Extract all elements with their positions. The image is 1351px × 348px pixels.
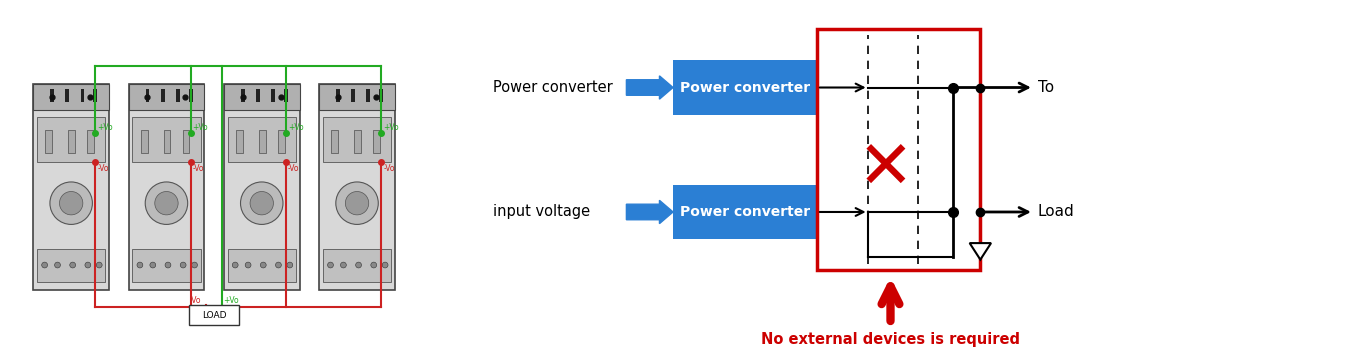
Bar [36,117,105,162]
Bar [319,84,394,110]
Text: Power converter: Power converter [680,205,811,219]
Circle shape [136,262,143,268]
Circle shape [165,262,170,268]
Bar [817,29,981,270]
Bar [319,84,394,290]
Bar [161,89,165,102]
Bar [351,89,355,102]
Bar [224,84,300,110]
Circle shape [85,262,91,268]
Circle shape [42,262,47,268]
Circle shape [50,182,92,224]
Bar [284,89,288,102]
Circle shape [70,262,76,268]
Text: LOAD: LOAD [201,310,227,319]
Text: +Vo: +Vo [193,123,208,132]
Bar [65,89,69,102]
Circle shape [180,262,186,268]
Bar [336,89,340,102]
Bar [323,117,392,162]
Text: -Vo: -Vo [189,296,201,306]
Bar [93,89,97,102]
Bar [380,89,384,102]
Circle shape [346,191,369,215]
Bar [132,248,200,282]
Text: +Vo: +Vo [223,296,239,306]
Circle shape [286,262,293,268]
Circle shape [96,262,103,268]
Bar [88,130,95,153]
Text: ✕: ✕ [858,136,913,202]
Bar [46,130,53,153]
Bar [255,89,259,102]
Bar [81,89,85,102]
Text: -Vo: -Vo [97,164,109,173]
FancyArrow shape [627,76,673,99]
Bar [50,89,54,102]
Bar [189,305,239,325]
Bar [673,60,817,115]
Circle shape [355,262,362,268]
Circle shape [145,182,188,224]
FancyArrow shape [627,200,673,224]
Circle shape [276,262,281,268]
Bar [240,89,245,102]
Bar [366,89,370,102]
Text: +Vo: +Vo [384,123,399,132]
Text: +Vo: +Vo [97,123,113,132]
Bar [132,117,200,162]
Bar [323,248,392,282]
Circle shape [261,262,266,268]
Bar [278,130,285,153]
Text: Power converter: Power converter [493,80,613,95]
Bar [146,89,150,102]
Text: -Vo: -Vo [288,164,300,173]
Circle shape [232,262,238,268]
Bar [189,89,193,102]
Circle shape [327,262,334,268]
Bar [673,185,817,239]
Text: input voltage: input voltage [493,205,590,220]
Bar [34,84,109,290]
Circle shape [370,262,377,268]
Circle shape [240,182,282,224]
Circle shape [150,262,155,268]
Bar [69,130,76,153]
Text: Load: Load [1038,205,1074,220]
Bar [259,130,266,153]
Text: -Vo: -Vo [384,164,394,173]
Bar [236,130,243,153]
Bar [227,117,296,162]
Text: -Vo: -Vo [193,164,204,173]
Bar [331,130,338,153]
Text: +Vo: +Vo [288,123,304,132]
Bar [373,130,380,153]
Circle shape [192,262,197,268]
Bar [272,89,276,102]
Text: No external devices is required: No external devices is required [761,332,1020,347]
Circle shape [336,182,378,224]
Text: To: To [1038,80,1054,95]
Circle shape [382,262,388,268]
Bar [182,130,189,153]
Bar [128,84,204,290]
Text: Power converter: Power converter [680,80,811,95]
Circle shape [54,262,61,268]
Circle shape [59,191,82,215]
Bar [163,130,170,153]
Bar [141,130,147,153]
Bar [176,89,180,102]
Bar [36,248,105,282]
Bar [354,130,361,153]
Bar [128,84,204,110]
Circle shape [245,262,251,268]
Circle shape [250,191,273,215]
Bar [227,248,296,282]
Circle shape [155,191,178,215]
Bar [34,84,109,110]
Circle shape [340,262,346,268]
Bar [224,84,300,290]
Polygon shape [970,243,992,260]
